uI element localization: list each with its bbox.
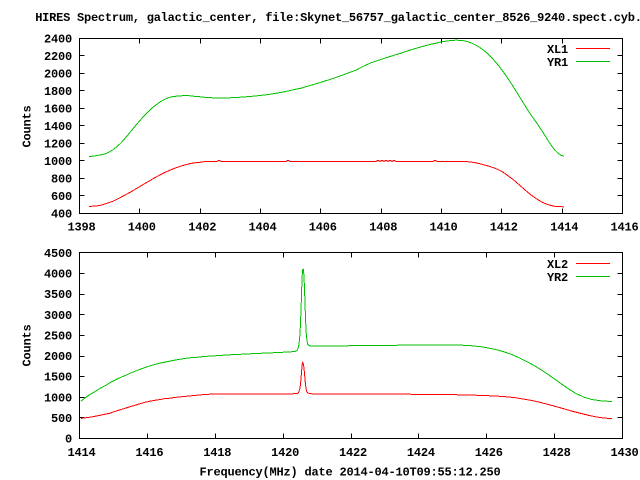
svg-text:1500: 1500: [44, 371, 72, 385]
svg-text:1410: 1410: [429, 221, 457, 235]
svg-text:2500: 2500: [44, 329, 72, 343]
svg-text:1406: 1406: [309, 221, 337, 235]
svg-text:800: 800: [51, 173, 72, 187]
svg-text:1414: 1414: [550, 221, 578, 235]
svg-text:1428: 1428: [543, 446, 571, 460]
svg-text:1414: 1414: [67, 446, 95, 460]
svg-text:1420: 1420: [271, 446, 299, 460]
svg-text:1800: 1800: [44, 85, 72, 99]
svg-text:1418: 1418: [203, 446, 231, 460]
svg-text:2000: 2000: [44, 350, 72, 364]
svg-text:1398: 1398: [67, 221, 95, 235]
svg-text:XL2: XL2: [547, 258, 568, 272]
svg-text:1600: 1600: [44, 103, 72, 117]
svg-text:Counts: Counts: [21, 324, 35, 366]
svg-text:1430: 1430: [610, 446, 638, 460]
svg-text:3500: 3500: [44, 288, 72, 302]
svg-text:1412: 1412: [490, 221, 518, 235]
svg-text:1424: 1424: [407, 446, 435, 460]
svg-text:2000: 2000: [44, 68, 72, 82]
svg-text:1426: 1426: [475, 446, 503, 460]
svg-text:1200: 1200: [44, 138, 72, 152]
svg-text:XL1: XL1: [547, 43, 568, 57]
svg-text:1400: 1400: [44, 120, 72, 134]
svg-text:HIRES Spectrum, galactic_cente: HIRES Spectrum, galactic_center, file:Sk…: [35, 11, 640, 25]
svg-text:4000: 4000: [44, 268, 72, 282]
svg-text:2200: 2200: [44, 50, 72, 64]
svg-text:2400: 2400: [44, 33, 72, 47]
svg-text:1404: 1404: [248, 221, 276, 235]
svg-text:YR1: YR1: [547, 56, 568, 70]
svg-text:1422: 1422: [339, 446, 367, 460]
svg-text:4500: 4500: [44, 247, 72, 261]
svg-text:500: 500: [51, 412, 72, 426]
svg-text:3000: 3000: [44, 309, 72, 323]
svg-text:0: 0: [65, 433, 72, 447]
svg-text:600: 600: [51, 190, 72, 204]
svg-text:Counts: Counts: [21, 105, 35, 147]
svg-text:400: 400: [51, 208, 72, 222]
svg-text:1416: 1416: [135, 446, 163, 460]
svg-text:1402: 1402: [188, 221, 216, 235]
svg-text:1000: 1000: [44, 391, 72, 405]
svg-text:YR2: YR2: [547, 271, 568, 285]
svg-text:1000: 1000: [44, 155, 72, 169]
svg-text:Frequency(MHz) date 2014-04-10: Frequency(MHz) date 2014-04-10T09:55:12.…: [199, 466, 500, 480]
svg-text:1400: 1400: [128, 221, 156, 235]
svg-text:1416: 1416: [610, 221, 638, 235]
svg-text:1408: 1408: [369, 221, 397, 235]
